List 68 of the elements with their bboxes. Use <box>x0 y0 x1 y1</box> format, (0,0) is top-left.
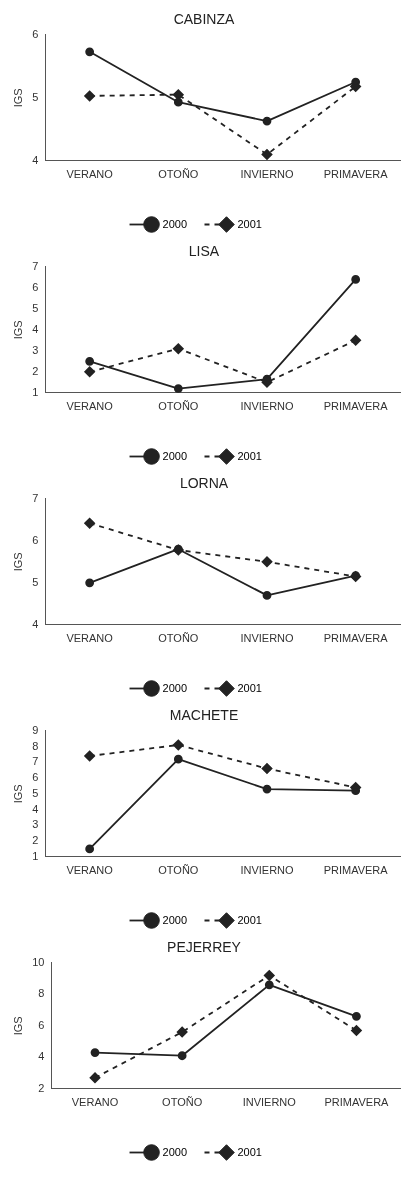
x-tick-label: PRIMAVERA <box>323 168 389 181</box>
y-axis-title: IGS <box>11 1016 24 1036</box>
y-tick-label: 6 <box>32 533 39 546</box>
y-tick-label: 6 <box>32 27 39 40</box>
legend-label: 2001 <box>237 913 262 926</box>
y-tick-label: 6 <box>32 280 39 293</box>
y-axis-title: IGS <box>11 320 24 340</box>
x-tick-label: VERANO <box>71 1096 119 1109</box>
legend-label: 2001 <box>237 217 262 230</box>
chart-title: MACHETE <box>169 707 239 724</box>
x-tick-label: INVIERNO <box>240 864 295 877</box>
x-tick-label: PRIMAVERA <box>323 400 389 413</box>
y-tick-label: 8 <box>32 739 39 752</box>
legend-label: 2000 <box>162 1145 188 1158</box>
legend-label: 2000 <box>162 217 188 230</box>
x-tick-label: VERANO <box>66 168 114 181</box>
y-tick-label: 5 <box>32 301 39 314</box>
legend-label: 2000 <box>162 913 188 926</box>
x-tick-label: INVIERNO <box>240 168 295 181</box>
chart-title: LISA <box>188 243 220 260</box>
y-tick-label: 6 <box>32 771 39 784</box>
x-tick-label: INVIERNO <box>240 400 295 413</box>
x-tick-label: OTOÑO <box>158 400 199 413</box>
x-tick-label: OTOÑO <box>158 168 199 181</box>
x-tick-label: OTOÑO <box>158 632 199 645</box>
y-tick-label: 2 <box>32 364 39 377</box>
y-axis-title: IGS <box>11 88 24 108</box>
y-tick-label: 2 <box>32 834 39 847</box>
y-tick-label: 2 <box>38 1081 45 1094</box>
legend-label: 2000 <box>162 681 188 694</box>
x-tick-label: VERANO <box>66 864 114 877</box>
chart-title: LORNA <box>179 475 229 492</box>
x-tick-label: VERANO <box>66 632 114 645</box>
y-tick-label: 7 <box>32 755 39 768</box>
x-tick-label: PRIMAVERA <box>324 1096 390 1109</box>
y-tick-label: 5 <box>32 786 39 799</box>
y-tick-label: 4 <box>32 322 39 335</box>
x-tick-label: INVIERNO <box>242 1096 297 1109</box>
x-tick-label: PRIMAVERA <box>323 864 389 877</box>
x-tick-label: VERANO <box>66 400 114 413</box>
y-tick-label: 1 <box>32 385 39 398</box>
y-tick-label: 4 <box>32 153 39 166</box>
y-tick-label: 5 <box>32 90 39 103</box>
legend-label: 2000 <box>162 449 188 462</box>
y-tick-label: 8 <box>38 987 45 1000</box>
y-axis-title: IGS <box>11 784 24 804</box>
y-tick-label: 10 <box>32 955 45 968</box>
legend-label: 2001 <box>237 1145 262 1158</box>
y-tick-label: 4 <box>38 1050 45 1063</box>
y-tick-label: 3 <box>32 343 39 356</box>
y-tick-label: 7 <box>32 491 39 504</box>
x-tick-label: PRIMAVERA <box>323 632 389 645</box>
y-tick-label: 6 <box>38 1018 45 1031</box>
legend-label: 2001 <box>237 681 262 694</box>
y-tick-label: 5 <box>32 575 39 588</box>
x-tick-label: INVIERNO <box>240 632 295 645</box>
y-tick-label: 1 <box>32 849 39 862</box>
chart-title: CABINZA <box>173 11 235 28</box>
x-tick-label: OTOÑO <box>162 1096 203 1109</box>
y-tick-label: 4 <box>32 617 39 630</box>
y-axis-title: IGS <box>11 552 24 572</box>
legend-label: 2001 <box>237 449 262 462</box>
chart-title: PEJERREY <box>167 939 242 956</box>
y-tick-label: 3 <box>32 818 39 831</box>
y-tick-label: 7 <box>32 259 39 272</box>
y-tick-label: 4 <box>32 802 39 815</box>
x-tick-label: OTOÑO <box>158 864 199 877</box>
y-tick-label: 9 <box>32 723 39 736</box>
